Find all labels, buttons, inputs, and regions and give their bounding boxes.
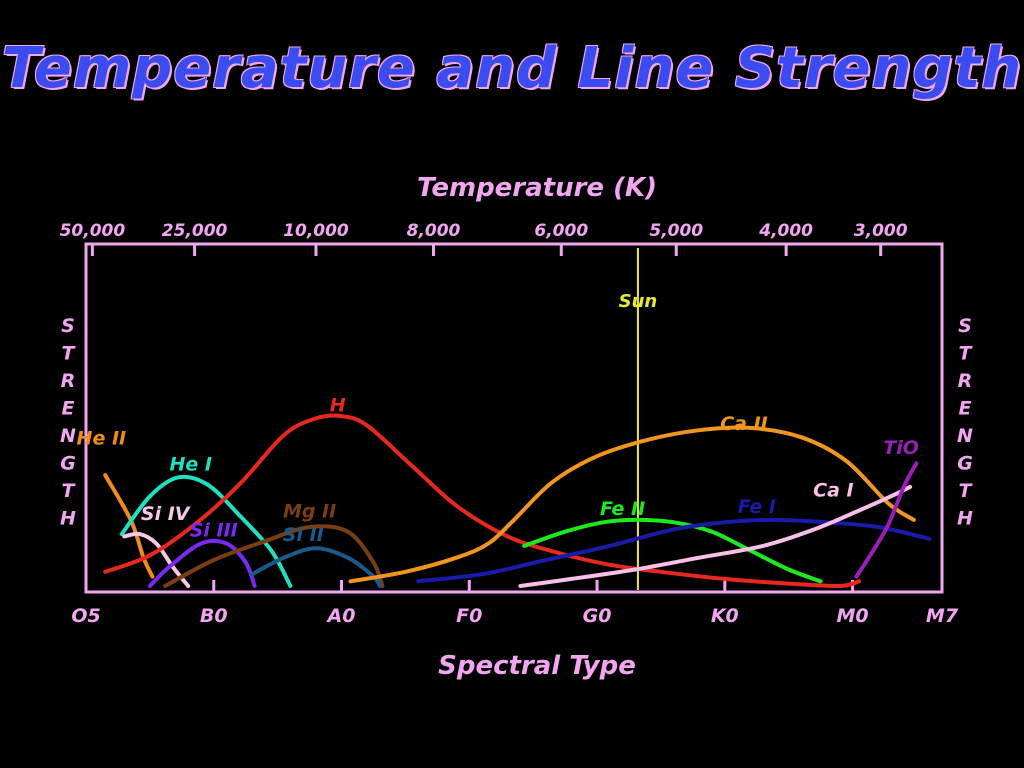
series-line-ca-ii [348,425,916,584]
series-label-si-iv: Si IV [141,503,191,525]
series-label-tio: TiO [883,437,919,459]
spectral-tick-label: O5 [71,605,100,627]
series-line-si-iii [147,538,257,588]
series-label-fe-ii: Fe II [600,498,645,520]
spectral-tick-label: K0 [711,605,739,627]
x-axis-label: Spectral Type [438,651,636,681]
temperature-tick-label: 10,000 [283,221,349,241]
series-label-ca-ii: Ca II [720,413,768,435]
series-label-h: H [330,394,346,416]
temperature-tick-label: 4,000 [758,221,813,241]
series-label-ca-i: Ca I [813,479,853,501]
series-line-fe-ii [522,517,823,584]
temperature-tick-label: 25,000 [162,221,228,241]
spectral-ticks: O5 B0 A0 F0 G0 K0 M0 M7 [71,580,959,627]
temperature-ticks: 50,000 25,000 10,000 8,000 6,000 5,000 4,000 3,… [60,221,908,256]
series-line-mg-ii [163,524,385,588]
spectral-tick-label: B0 [200,605,228,627]
top-axis-label: Temperature (K) [417,173,657,203]
temperature-tick-label: 8,000 [407,221,461,241]
temperature-tick-label: 50,000 [60,221,126,241]
sun-label: Sun [619,291,658,312]
series-line-tio [854,461,919,579]
temperature-tick-label: 6,000 [534,221,588,241]
slide-title: Temperature and Line Strength [1,36,1023,101]
series-label-fe-i: Fe I [738,496,776,518]
series-line-he-ii [103,473,155,579]
spectral-tick-label: M7 [926,605,959,627]
curves [103,248,932,590]
series-line-h [103,413,861,589]
spectral-tick-label: M0 [836,605,868,627]
series-line-ca-i [518,484,913,588]
plot-frame [84,242,944,594]
spectral-tick-label: F0 [456,605,482,627]
series-label-he-ii: He II [77,427,127,449]
spectral-tick-label: G0 [583,605,612,627]
temperature-tick-label: 3,000 [854,221,908,241]
series-line-fe-i [416,517,932,584]
series-label-he-i: He I [170,453,212,475]
series-label-si-ii: Si II [283,524,324,546]
series-label-si-iii: Si III [190,519,238,541]
spectral-tick-label: A0 [326,605,356,627]
series-label-mg-ii: Mg II [283,501,336,523]
series-line-si-iv [122,531,191,588]
series-line-he-i [119,474,293,588]
temperature-tick-label: 5,000 [649,221,703,241]
